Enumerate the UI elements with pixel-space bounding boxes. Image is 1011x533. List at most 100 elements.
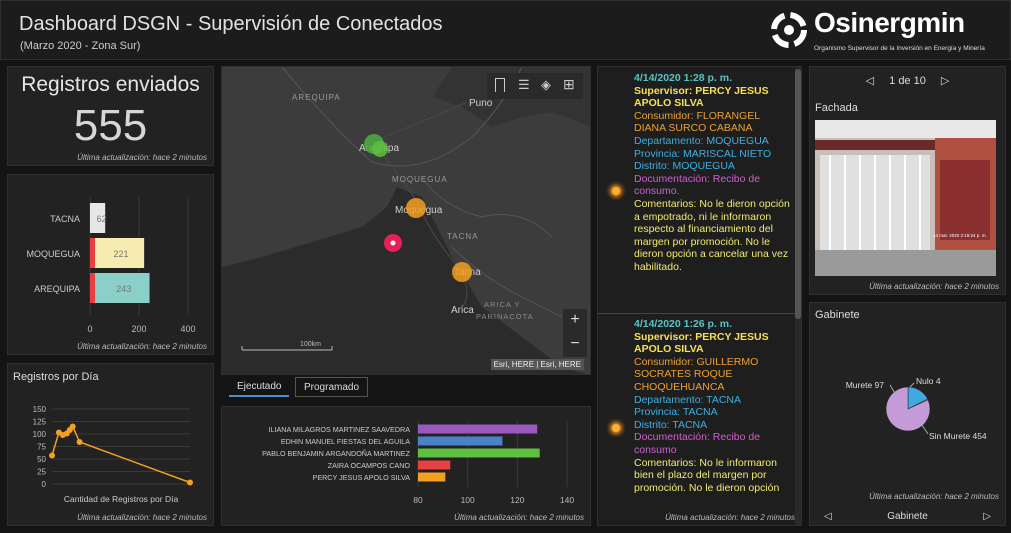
- bookmark-icon[interactable]: [495, 78, 505, 92]
- map-label-arica: Arica: [451, 305, 474, 316]
- category-label: AREQUIPA: [34, 284, 80, 294]
- map-scale-label: 100km: [300, 341, 321, 348]
- map-attribution: Esri, HERE | Esri, HERE: [490, 359, 584, 370]
- feed-scrollbar[interactable]: [795, 67, 801, 525]
- entry-documentation: Documentación: Recibo de consumo: [634, 431, 761, 456]
- map-label-tacna-region: TACNA: [447, 232, 479, 241]
- image-pager: ◁ 1 de 10 ▷: [810, 74, 1005, 87]
- map-toolbar: ☰ ◈ ⊞: [487, 73, 583, 99]
- zoom-out-button[interactable]: −: [570, 335, 580, 352]
- layers-icon[interactable]: ◈: [541, 77, 551, 92]
- map-label-parinacota: PARINACOTA: [476, 312, 534, 321]
- legend-list-icon[interactable]: ☰: [518, 77, 530, 92]
- logo-tagline: Organismo Supervisor de la Inversión en …: [814, 45, 985, 52]
- map-point-tacna[interactable]: [452, 262, 472, 282]
- map-point-moquegua[interactable]: [406, 198, 426, 218]
- entry-supervisor: Supervisor: PERCY JESUS APOLO SILVA: [634, 330, 769, 356]
- fachada-card: ◁ 1 de 10 ▷ Fachada 14 mar. 2020 2:19:24…: [809, 66, 1006, 295]
- entry-consumer: Consumidor: FLORANGEL DIANA SURCO CABANA: [634, 109, 760, 135]
- prev-arrow-icon[interactable]: ◁: [865, 75, 875, 87]
- category-label: TACNA: [50, 214, 80, 224]
- prev-arrow-icon[interactable]: ◁: [824, 511, 832, 522]
- logo-swirl-icon: [771, 12, 807, 48]
- bar: [418, 436, 503, 446]
- bar-value-label: 243: [116, 284, 131, 294]
- map-label-puno: Puno: [469, 98, 493, 109]
- x-tick-label: 140: [560, 495, 574, 505]
- feed-divider: [598, 313, 796, 314]
- y-tick-label: 125: [33, 418, 47, 427]
- x-tick-label: 200: [131, 324, 146, 334]
- daily-records-title: Registros por Día: [13, 371, 99, 383]
- osinergmin-logo: Osinergmin Organismo Supervisor de la In…: [768, 7, 1000, 57]
- zoom-in-button[interactable]: +: [570, 311, 580, 328]
- last-updated: Última actualización: hace 2 minutos: [454, 513, 584, 522]
- y-tick-label: 150: [33, 405, 47, 414]
- bar: [90, 238, 145, 268]
- y-tick-label: 25: [37, 468, 46, 477]
- entry-district: Distrito: MOQUEGUA: [634, 160, 735, 173]
- pie-label-murete: Murete 97: [846, 380, 885, 390]
- pie-label-nulo: Nulo 4: [916, 376, 941, 386]
- x-tick-label: 120: [510, 495, 524, 505]
- bar-value-label: 221: [114, 249, 129, 259]
- department-bar-chart-card: 0 200 400 TACNA 62 MOQUEGUA 221 AREQUIPA 243 Últ…: [7, 174, 214, 355]
- pager-label: 1 de 10: [889, 75, 926, 87]
- category-label: PERCY JESUS APOLO SILVA: [313, 473, 411, 482]
- feed-scrollbar-thumb[interactable]: [795, 69, 801, 319]
- map-point-selected-center: [390, 240, 396, 246]
- data-point: [187, 479, 193, 486]
- data-point: [49, 452, 55, 459]
- bar-segment: [90, 273, 95, 303]
- registros-value: 555: [73, 101, 148, 150]
- records-feed[interactable]: 4/14/2020 1:28 p. m. Supervisor: PERCY J…: [597, 66, 802, 526]
- category-label: EDHIN MANUEL FIESTAS DEL AGUILA: [281, 437, 410, 446]
- bar: [418, 472, 446, 482]
- map-canvas[interactable]: AREQUIPA Puno Arequipa MOQUEGUA Moquegua…: [222, 67, 591, 375]
- entry-date: 4/14/2020 1:28 p. m.: [634, 72, 733, 84]
- x-tick-label: 100: [461, 495, 475, 505]
- fachada-photo[interactable]: 14 mar. 2020 2:19:24 p. m.: [815, 120, 996, 276]
- tab-ejecutado[interactable]: Ejecutado: [229, 377, 290, 397]
- registros-enviados-card: Registros enviados 555 Última actualizac…: [7, 66, 214, 166]
- tab-bar: Ejecutado Programado: [221, 376, 591, 400]
- entry-province: Provincia: MARISCAL NIETO: [634, 147, 772, 160]
- daily-records-line-chart: 0 25 50 75 100 125 150 Cantidad de Registros po…: [33, 405, 193, 504]
- y-tick-label: 75: [37, 443, 46, 452]
- map-point-arequipa-2[interactable]: [372, 141, 388, 157]
- supervisor-bar-chart: 80 100 120 140 ILIANA MILAGROS MARTINEZ SAAV…: [262, 421, 574, 505]
- last-updated: Última actualización: hace 2 minutos: [77, 513, 207, 522]
- basemap-gallery-icon[interactable]: ⊞: [563, 76, 575, 92]
- registros-title: Registros enviados: [21, 73, 200, 96]
- entry-province: Provincia: TACNA: [634, 406, 718, 419]
- feed-entry-1[interactable]: 4/14/2020 1:28 p. m. Supervisor: PERCY J…: [634, 72, 792, 274]
- entry-district: Distrito: TACNA: [634, 418, 708, 431]
- page-title: Dashboard DSGN - Supervisión de Conectad…: [19, 13, 443, 35]
- map-label-arica-region: ARICA Y: [484, 300, 520, 309]
- pie-label-sin-murete: Sin Murete 454: [929, 431, 987, 441]
- leader-line: [889, 384, 897, 396]
- next-arrow-icon[interactable]: ▷: [940, 75, 950, 87]
- map-label-moquegua-region: MOQUEGUA: [392, 175, 448, 184]
- page-subtitle: (Marzo 2020 - Zona Sur): [20, 40, 141, 52]
- category-label: ZAIRA OCAMPOS CANO: [328, 461, 411, 470]
- map-view[interactable]: AREQUIPA Puno Arequipa MOQUEGUA Moquegua…: [221, 66, 591, 375]
- gabinete-pie-chart: Murete 97 Nulo 4 Sin Murete 454: [846, 376, 987, 441]
- bar: [418, 424, 538, 434]
- next-arrow-icon[interactable]: ▷: [983, 511, 991, 522]
- entry-department: Departamento: TACNA: [634, 393, 741, 406]
- tab-programado[interactable]: Programado: [295, 377, 369, 397]
- entry-supervisor: Supervisor: PERCY JESUS APOLO SILVA: [634, 84, 769, 110]
- supervisor-bar-chart-card: 80 100 120 140 ILIANA MILAGROS MARTINEZ SAAV…: [221, 406, 591, 526]
- logo-name: Osinergmin: [814, 7, 965, 38]
- feed-marker-icon: [612, 187, 620, 195]
- entry-department: Departamento: MOQUEGUA: [634, 134, 769, 147]
- bar-value-label: 62: [97, 214, 107, 224]
- leader-line: [921, 424, 929, 435]
- bar: [418, 460, 451, 470]
- last-updated: Última actualización: hace 2 minutos: [869, 492, 999, 501]
- x-tick-label: 400: [180, 324, 195, 334]
- category-label: ILIANA MILAGROS MARTINEZ SAAVEDRA: [268, 425, 410, 434]
- feed-entry-2[interactable]: 4/14/2020 1:26 p. m. Supervisor: PERCY J…: [634, 318, 792, 494]
- gabinete-nav: ◁ Gabinete ▷: [810, 511, 1005, 522]
